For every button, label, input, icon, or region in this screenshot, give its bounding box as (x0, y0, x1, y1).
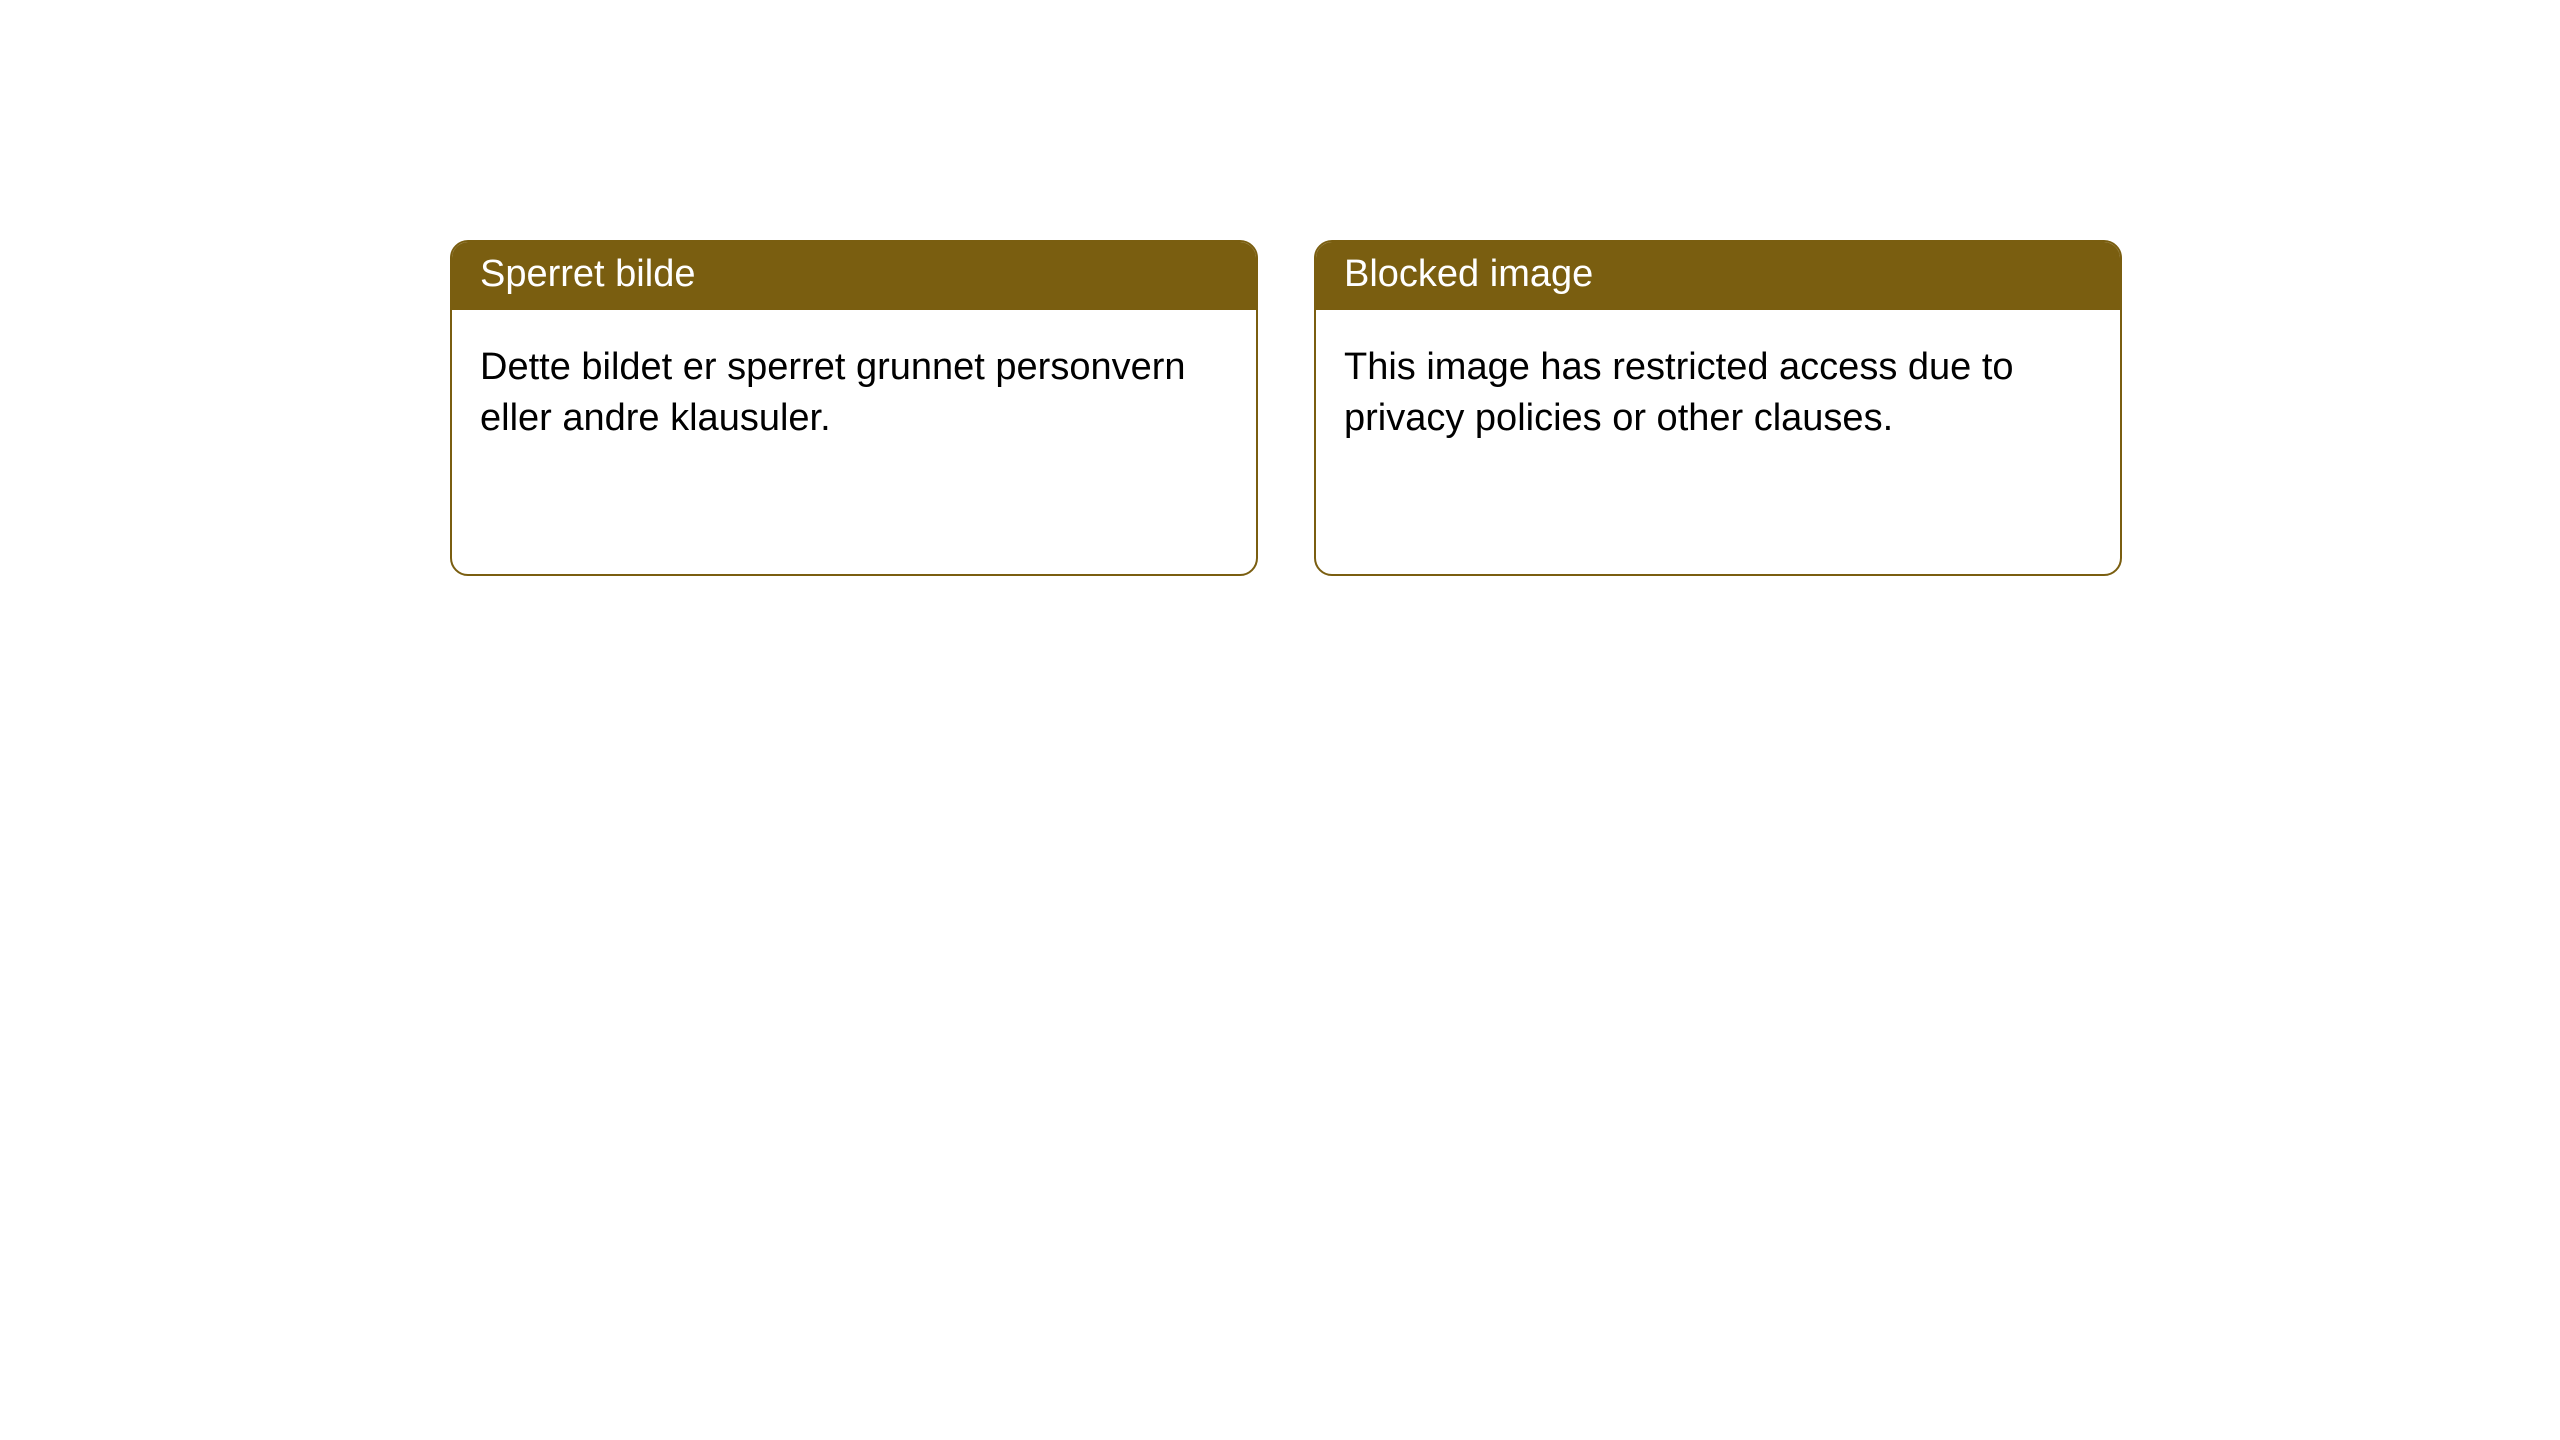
notice-header: Sperret bilde (452, 242, 1256, 310)
notice-body: Dette bildet er sperret grunnet personve… (452, 310, 1256, 477)
notice-box-norwegian: Sperret bilde Dette bildet er sperret gr… (450, 240, 1258, 576)
notice-body: This image has restricted access due to … (1316, 310, 2120, 477)
notice-container: Sperret bilde Dette bildet er sperret gr… (0, 0, 2560, 576)
notice-box-english: Blocked image This image has restricted … (1314, 240, 2122, 576)
notice-header: Blocked image (1316, 242, 2120, 310)
